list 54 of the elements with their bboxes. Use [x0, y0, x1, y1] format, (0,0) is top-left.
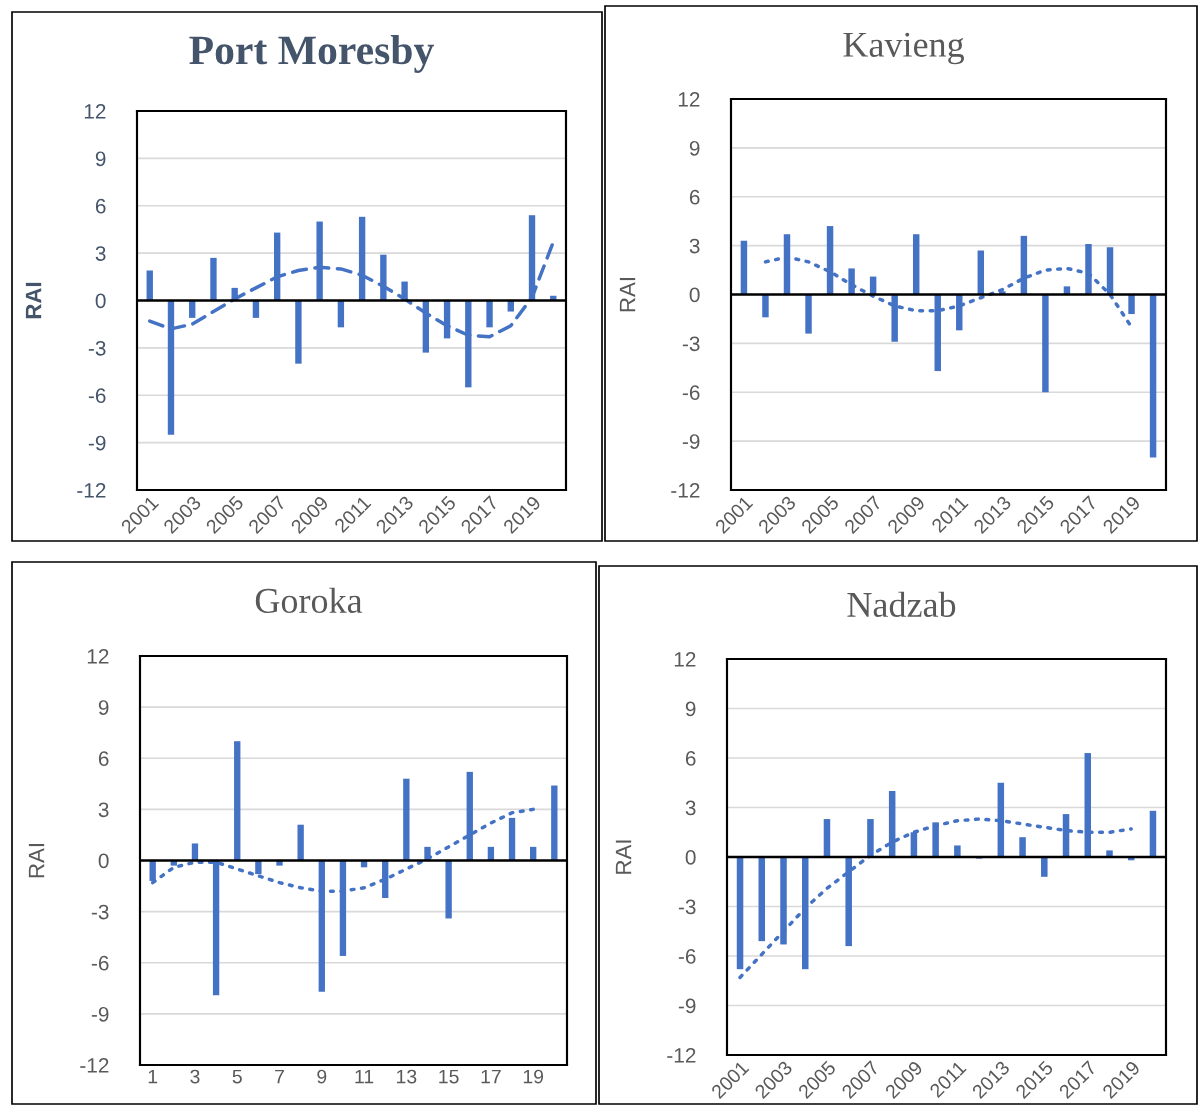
- y-tick-label: -12: [80, 1058, 109, 1073]
- y-tick-label: -3: [682, 336, 700, 352]
- x-tick-label: 9: [317, 1069, 327, 1084]
- y-tick-label: -3: [91, 904, 109, 920]
- y-tick-label: -9: [682, 434, 700, 449]
- y-tick-label: 0: [95, 293, 106, 309]
- y-tick-label: 3: [685, 800, 696, 816]
- y-tick-label: 3: [689, 238, 700, 254]
- y-tick-label: 6: [95, 198, 106, 214]
- x-tick-label: 3: [190, 1069, 200, 1084]
- x-tick-label: 15: [439, 1069, 459, 1084]
- x-tick-label: 5: [232, 1069, 242, 1084]
- y-axis-title: RAI: [615, 840, 632, 874]
- y-axis-title: RAI: [25, 282, 42, 319]
- y-tick-label: 12: [674, 652, 696, 667]
- y-tick-label: -6: [88, 388, 106, 403]
- y-tick-label: 12: [84, 104, 106, 119]
- y-tick-label: 9: [689, 140, 700, 156]
- y-tick-label: 0: [689, 287, 700, 303]
- y-tick-label: -3: [678, 899, 696, 915]
- y-tick-label: 6: [98, 751, 109, 766]
- y-tick-label: 12: [678, 92, 700, 107]
- y-tick-label: -6: [91, 955, 109, 971]
- y-tick-label: -12: [671, 483, 700, 498]
- y-tick-label: 3: [95, 246, 106, 261]
- y-tick-label: 12: [87, 649, 109, 664]
- y-tick-label: 9: [685, 701, 696, 717]
- x-tick-label: 13: [397, 1069, 417, 1084]
- y-tick-label: -12: [667, 1048, 696, 1063]
- y-tick-label: -6: [678, 949, 696, 964]
- y-tick-label: 0: [98, 853, 109, 869]
- x-tick-label: 1: [148, 1069, 158, 1084]
- y-tick-label: -12: [77, 483, 106, 498]
- y-tick-label: -9: [678, 998, 696, 1014]
- y-tick-label: 9: [98, 700, 109, 715]
- y-tick-label: 6: [685, 751, 696, 766]
- y-axis-title: RAI: [28, 844, 45, 878]
- x-tick-label: 17: [481, 1069, 501, 1084]
- y-tick-label: 6: [689, 189, 700, 205]
- x-tick-label: 19: [523, 1069, 544, 1084]
- y-tick-label: -9: [91, 1006, 109, 1022]
- y-tick-label: -9: [88, 435, 106, 451]
- chart-title: Port Moresby: [189, 35, 434, 73]
- chart-title: Kavieng: [843, 32, 964, 65]
- y-tick-label: 0: [685, 850, 696, 865]
- y-tick-label: 3: [98, 802, 109, 818]
- y-tick-label: -3: [88, 340, 106, 356]
- chart-title: Nadzab: [847, 591, 956, 618]
- x-tick-label: 11: [355, 1069, 374, 1084]
- y-tick-label: 9: [95, 151, 106, 167]
- y-tick-label: -6: [682, 385, 700, 400]
- y-axis-title: RAI: [619, 278, 636, 312]
- x-tick-label: 7: [275, 1069, 284, 1084]
- chart-title: Goroka: [255, 587, 363, 614]
